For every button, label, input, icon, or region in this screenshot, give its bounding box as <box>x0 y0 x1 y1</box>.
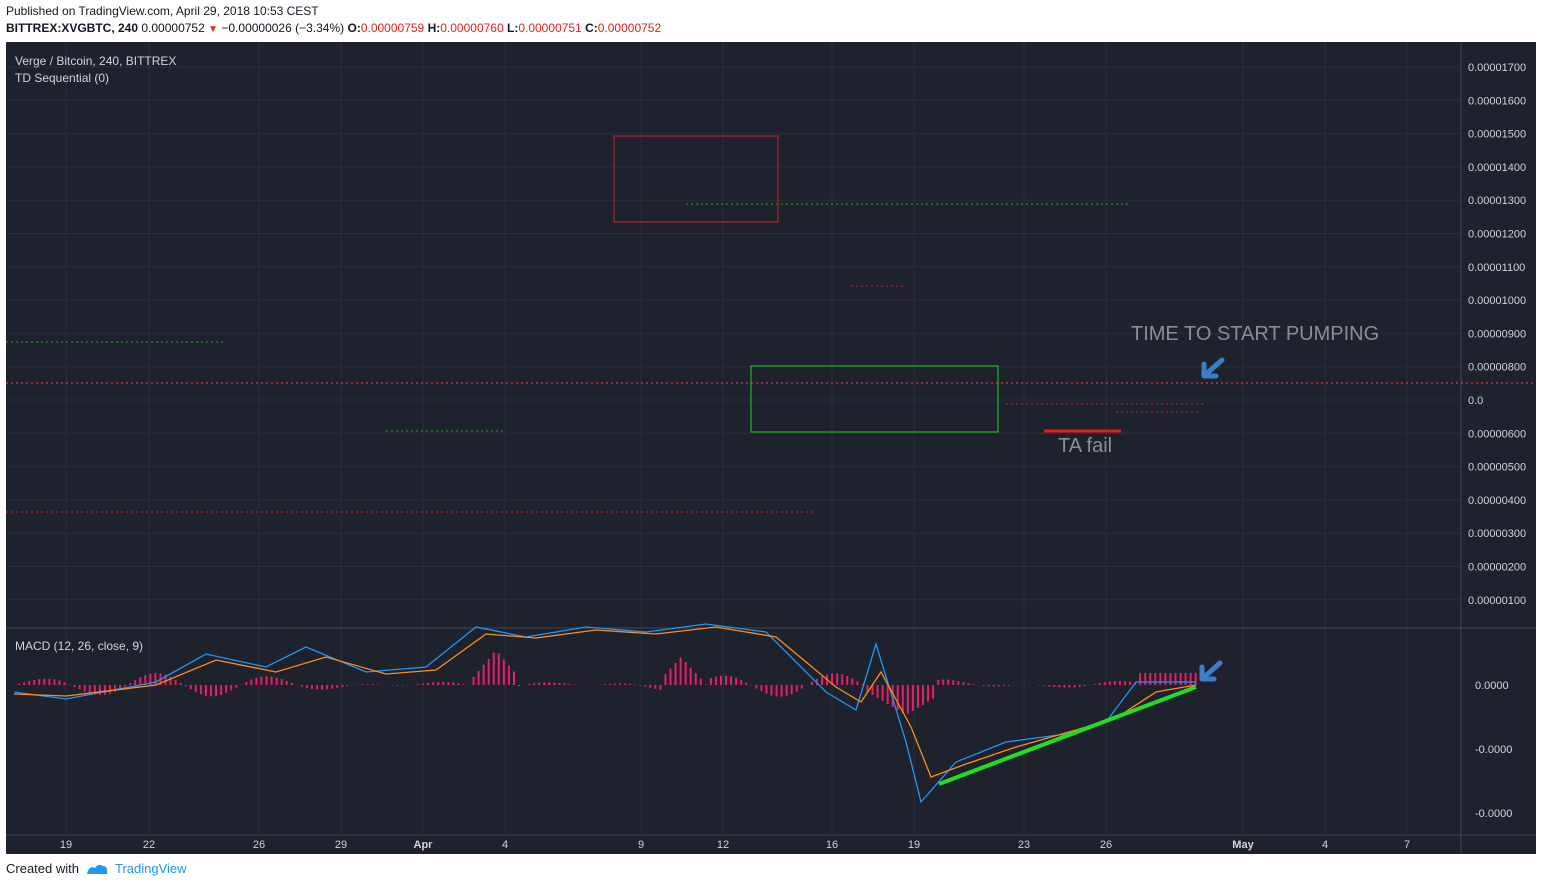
x-tick-label: 19 <box>60 839 72 851</box>
quote-line: BITTREX:XVGBTC, 240 0.00000752 ▼ −0.0000… <box>6 21 661 35</box>
pump-annotation: TIME TO START PUMPING <box>1131 323 1379 345</box>
indicator-label: TD Sequential (0) <box>15 71 110 85</box>
wave-lines <box>1044 429 1121 433</box>
y-tick-label: 0.00000400 <box>1468 495 1526 507</box>
x-tick-label: 26 <box>253 839 265 851</box>
high-label: H: <box>427 21 441 35</box>
y-tick-label: 0.00001200 <box>1468 229 1526 241</box>
chart-frame[interactable]: (1)(2)(3)(4)(5)(A)(B)(2)(1)(2)(3)(4)(3)(… <box>6 42 1536 854</box>
down-triangle-icon: ▼ <box>208 24 219 35</box>
y-tick-label: 0.00001000 <box>1468 295 1526 307</box>
low-value: 0.00000751 <box>518 21 582 35</box>
low-label: L: <box>507 21 519 35</box>
macd-tick-label: -0.0000 <box>1475 744 1512 756</box>
close-value: 0.00000752 <box>597 21 662 35</box>
y-tick-label: 0.00001300 <box>1468 195 1526 207</box>
y-tick-label: 0.00000900 <box>1468 328 1526 340</box>
axis: 0.00001700 0.00001600 0.00001500 0.00001400… <box>60 62 1526 851</box>
chart-canvas[interactable]: (1)(2)(3)(4)(5)(A)(B)(2)(1)(2)(3)(4)(3)(… <box>6 42 1536 854</box>
x-tick-label: 29 <box>335 839 347 851</box>
y-tick-label: 0.00000600 <box>1468 428 1526 440</box>
y-tick-label: 0.00001100 <box>1468 262 1525 274</box>
pointer-arrow-icon <box>1199 660 1223 682</box>
tradingview-link[interactable]: TradingView <box>114 861 187 876</box>
open-value: 0.00000759 <box>360 21 425 35</box>
signal-line <box>13 626 1197 778</box>
high-value: 0.00000760 <box>440 21 504 35</box>
macd-tick-label: 0.0000 <box>1475 680 1509 692</box>
x-tick-label: 4 <box>502 839 508 851</box>
chart-title: Verge / Bitcoin, 240, BITTREX <box>15 54 177 68</box>
y-tick-label: 0.00000300 <box>1468 528 1526 540</box>
close-label: C: <box>585 21 598 35</box>
y-tick-label: 0.00000800 <box>1468 362 1526 374</box>
resistance-box <box>613 135 779 223</box>
y-tick-label: 0.0 <box>1468 395 1483 407</box>
macd-tick-label: -0.0000 <box>1475 808 1512 820</box>
x-tick-label: May <box>1232 839 1254 851</box>
y-tick-label: 0.00001500 <box>1468 129 1526 141</box>
price-change: −0.00000026 (−3.34%) <box>221 21 345 35</box>
y-tick-label: 0.00000100 <box>1468 595 1526 607</box>
y-tick-label: 0.00000500 <box>1468 462 1526 474</box>
x-tick-label: 26 <box>1100 839 1112 851</box>
macd-trendline <box>938 685 1197 786</box>
footer: Created with TradingView <box>6 861 187 876</box>
symbol: BITTREX:XVGBTC, 240 <box>6 21 139 35</box>
y-tick-label: 0.00000200 <box>1468 562 1526 574</box>
y-tick-label: 0.00001600 <box>1468 95 1526 107</box>
x-tick-label: 4 <box>1322 839 1328 851</box>
x-tick-label: 9 <box>638 839 644 851</box>
x-tick-label: 16 <box>826 839 838 851</box>
support-box <box>750 365 999 433</box>
pointer-arrow-icon <box>1201 357 1225 379</box>
x-tick-label: 7 <box>1404 839 1410 851</box>
fail-annotation: TA fail <box>1058 435 1112 457</box>
macd-panel <box>13 623 1197 804</box>
x-tick-label: 19 <box>908 839 920 851</box>
y-tick-label: 0.00001400 <box>1468 162 1526 174</box>
y-tick-label: 0.00001700 <box>1468 62 1526 74</box>
grid <box>6 42 1536 854</box>
x-tick-label: 22 <box>143 839 155 851</box>
macd-line <box>13 623 1196 804</box>
zones <box>6 135 1536 513</box>
published-line: Published on TradingView.com, April 29, … <box>6 4 319 18</box>
macd-label: MACD (12, 26, close, 9) <box>15 639 144 653</box>
last-price: 0.00000752 <box>141 21 205 35</box>
tradingview-logo-icon <box>86 864 108 874</box>
x-tick-label: 23 <box>1018 839 1030 851</box>
open-label: O: <box>347 21 361 35</box>
x-tick-label: 12 <box>717 839 729 851</box>
created-with: Created with <box>6 861 79 876</box>
x-tick-label: Apr <box>414 839 434 851</box>
